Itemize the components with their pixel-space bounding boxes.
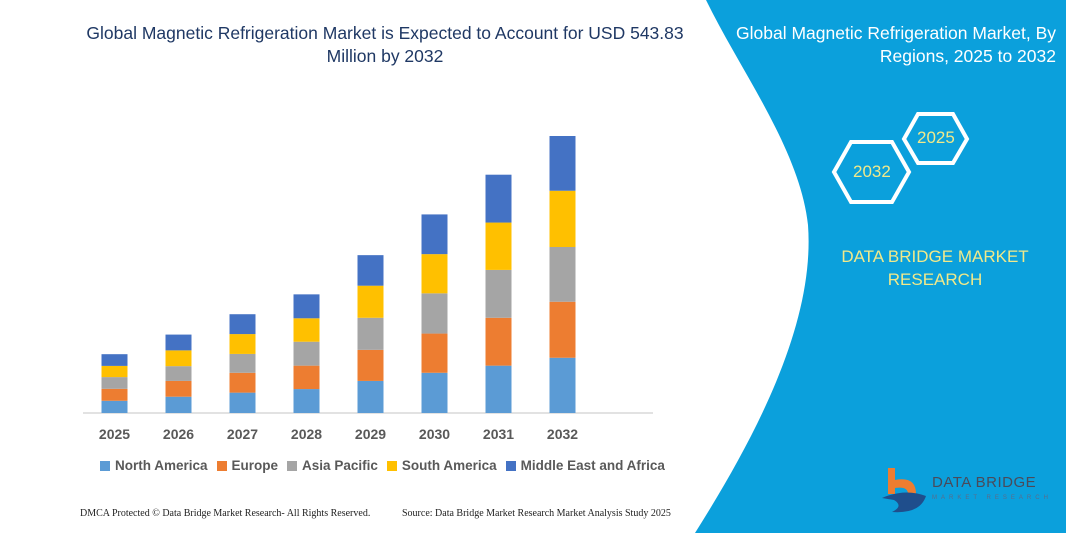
bar-2030-asia-pacific (421, 293, 448, 334)
footer-source: Source: Data Bridge Market Research Mark… (402, 508, 671, 519)
bar-2032-north-america (549, 357, 576, 413)
legend-label: South America (401, 458, 497, 473)
legend-label: Europe (231, 458, 279, 473)
legend-item: Asia Pacific (287, 458, 378, 473)
bar-2027-south-america (229, 334, 256, 354)
x-tick-label: 2031 (483, 426, 514, 442)
legend-label: Middle East and Africa (520, 458, 665, 473)
x-tick-label: 2029 (355, 426, 386, 442)
bar-2029-north-america (357, 380, 384, 413)
bar-2029-middle-east-and-africa (357, 255, 384, 286)
bar-2031-europe (485, 317, 512, 366)
bar-2032-europe (549, 301, 576, 358)
bar-2026-south-america (165, 350, 192, 367)
bar-2025-asia-pacific (101, 377, 128, 389)
bar-2031-north-america (485, 365, 512, 413)
bar-2031-middle-east-and-africa (485, 174, 512, 223)
legend-swatch (386, 460, 397, 471)
footer-copyright: DMCA Protected © Data Bridge Market Rese… (80, 508, 371, 519)
bar-2028-north-america (293, 389, 320, 413)
bar-2030-north-america (421, 372, 448, 413)
bar-2025-middle-east-and-africa (101, 354, 128, 366)
logo-subtext: MARKET RESEARCH (932, 495, 1052, 501)
legend-label: North America (115, 458, 208, 473)
x-tick-label: 2032 (547, 426, 578, 442)
chart-legend: North America Europe Asia Pacific South Ame… (100, 458, 665, 473)
bar-2025-south-america (101, 365, 128, 378)
legend-swatch (287, 460, 298, 471)
badge-year-start: 2025 (917, 128, 955, 147)
bar-2030-middle-east-and-africa (421, 214, 448, 255)
logo-text: DATA BRIDGE (932, 474, 1037, 491)
bar-2027-north-america (229, 392, 256, 413)
legend-label: Asia Pacific (302, 458, 378, 473)
legend-swatch (505, 460, 516, 471)
legend-item: Europe (216, 458, 279, 473)
bar-2027-middle-east-and-africa (229, 314, 256, 335)
x-tick-label: 2028 (291, 426, 322, 442)
bar-2026-north-america (165, 396, 192, 413)
bar-2030-south-america (421, 254, 448, 294)
bar-2026-middle-east-and-africa (165, 334, 192, 351)
bar-2026-asia-pacific (165, 366, 192, 381)
bar-2031-asia-pacific (485, 269, 512, 318)
hexagon-2032 (831, 140, 912, 204)
bar-2032-south-america (549, 190, 576, 248)
legend-item: North America (100, 458, 208, 473)
bar-2032-middle-east-and-africa (549, 136, 576, 191)
legend-item: Middle East and Africa (505, 458, 665, 473)
legend-swatch (100, 460, 110, 471)
bar-2029-south-america (357, 285, 384, 318)
bar-2029-asia-pacific (357, 317, 384, 350)
bar-2030-europe (421, 333, 448, 373)
bar-2029-europe (357, 349, 384, 381)
bar-2026-europe (165, 380, 192, 397)
legend-item: South America (386, 458, 497, 473)
data-bridge-logo-icon (882, 468, 926, 513)
badge-year-end: 2032 (853, 162, 891, 181)
bar-2027-asia-pacific (229, 353, 256, 373)
legend-swatch (216, 460, 227, 471)
x-tick-label: 2027 (227, 426, 258, 442)
x-tick-label: 2030 (419, 426, 450, 442)
bar-2025-europe (101, 388, 128, 401)
bar-2032-asia-pacific (549, 247, 576, 302)
bar-2028-europe (293, 365, 320, 390)
x-tick-label: 2026 (163, 426, 194, 442)
x-tick-label: 2025 (99, 426, 130, 442)
bar-2031-south-america (485, 222, 512, 270)
bar-2028-south-america (293, 318, 320, 342)
brand-name: DATA BRIDGE MARKET RESEARCH (841, 247, 1029, 289)
blue-panel (695, 0, 1066, 533)
bar-2028-middle-east-and-africa (293, 294, 320, 319)
panel-title: Global Magnetic Refrigeration Market, By… (736, 23, 1056, 66)
bar-2028-asia-pacific (293, 341, 320, 366)
page-title: Global Magnetic Refrigeration Market is … (86, 23, 684, 66)
bar-2025-north-america (101, 400, 128, 413)
bar-2027-europe (229, 372, 256, 393)
hexagon-2025 (901, 112, 970, 165)
